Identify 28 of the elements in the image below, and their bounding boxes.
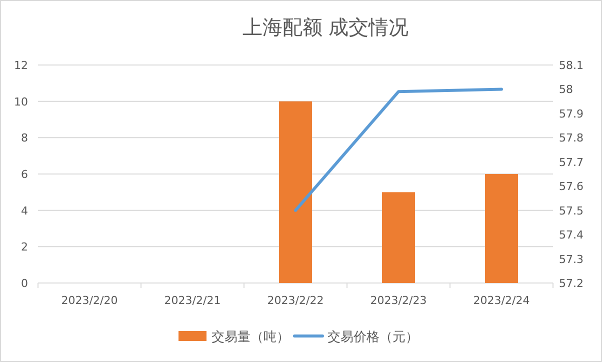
y-tick-label: 4 <box>21 204 28 218</box>
y2-tick-label: 57.3 <box>559 252 584 266</box>
y-tick-label: 0 <box>21 277 28 290</box>
y-tick-label: 8 <box>21 132 28 145</box>
y-tick-label: 10 <box>14 95 28 108</box>
bar <box>485 174 518 283</box>
y2-tick-label: 57.6 <box>559 180 584 194</box>
y2-tick-label: 57.7 <box>559 156 584 169</box>
bar <box>279 101 312 283</box>
x-tick-label: 2023/2/22 <box>267 294 324 307</box>
y-tick-label: 6 <box>21 168 28 181</box>
chart-title: 上海配额 成交情况 <box>242 15 409 39</box>
legend-label: 交易价格（元） <box>328 329 418 345</box>
y2-tick-label: 57.5 <box>559 204 584 218</box>
y2-tick-label: 58.1 <box>559 59 584 72</box>
y-tick-label: 2 <box>21 240 28 254</box>
y2-tick-label: 57.2 <box>559 277 584 290</box>
y2-tick-label: 57.9 <box>559 107 584 120</box>
x-tick-label: 2023/2/23 <box>370 294 427 307</box>
x-tick-label: 2023/2/24 <box>473 294 530 307</box>
x-tick-label: 2023/2/21 <box>164 294 221 307</box>
y2-tick-label: 57.8 <box>559 132 584 145</box>
x-tick-label: 2023/2/20 <box>61 294 118 307</box>
y-tick-label: 12 <box>14 59 28 72</box>
y2-tick-label: 57.4 <box>559 228 584 242</box>
bar <box>382 192 415 283</box>
y2-tick-label: 58 <box>559 83 573 96</box>
legend-label: 交易量（吨） <box>212 329 290 345</box>
